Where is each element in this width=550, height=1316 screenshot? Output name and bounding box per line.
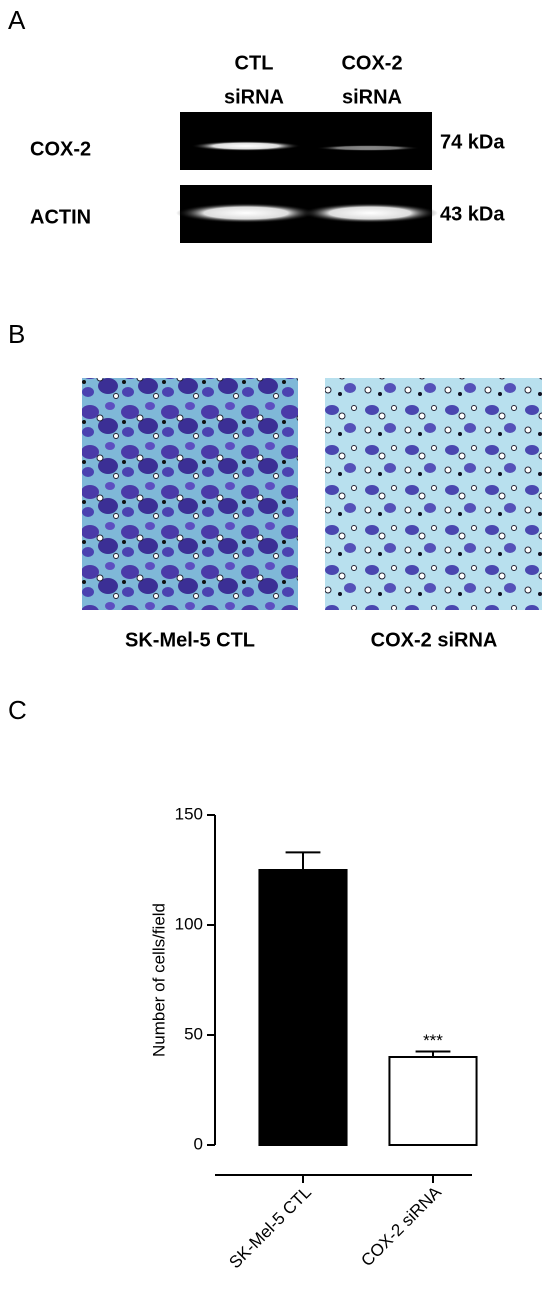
x-tick-label: COX-2 siRNA bbox=[357, 1182, 445, 1270]
blot-band bbox=[191, 141, 301, 151]
row-label: COX-2 bbox=[30, 138, 91, 160]
y-tick-label: 0 bbox=[194, 1134, 203, 1153]
lane-label: COX-2 bbox=[341, 52, 402, 74]
x-tick-label: SK-Mel-5 CTL bbox=[225, 1183, 315, 1273]
y-tick-label: 100 bbox=[175, 914, 203, 933]
blot-band bbox=[176, 203, 316, 223]
y-axis-label: Number of cells/field bbox=[149, 903, 168, 1057]
blot-band bbox=[302, 203, 438, 223]
bar bbox=[388, 1056, 478, 1146]
bar bbox=[258, 869, 348, 1146]
blot-band bbox=[316, 145, 420, 151]
micrograph bbox=[82, 378, 298, 610]
lane-label: siRNA bbox=[224, 86, 284, 108]
row-label: ACTIN bbox=[30, 206, 91, 228]
blot bbox=[180, 112, 432, 170]
micrograph bbox=[325, 378, 542, 610]
lane-label: CTL bbox=[235, 52, 274, 74]
lane-label: siRNA bbox=[342, 86, 402, 108]
size-label: 43 kDa bbox=[440, 203, 505, 225]
panel-letter: B bbox=[8, 319, 25, 349]
annotation: *** bbox=[423, 1031, 443, 1050]
caption: SK-Mel-5 CTL bbox=[125, 629, 255, 651]
size-label: 74 kDa bbox=[440, 131, 505, 153]
y-tick-label: 150 bbox=[175, 804, 203, 823]
caption: COX-2 siRNA bbox=[371, 629, 498, 651]
panel-letter: A bbox=[8, 5, 26, 35]
panel-letter: C bbox=[8, 695, 27, 725]
y-tick-label: 50 bbox=[184, 1024, 203, 1043]
